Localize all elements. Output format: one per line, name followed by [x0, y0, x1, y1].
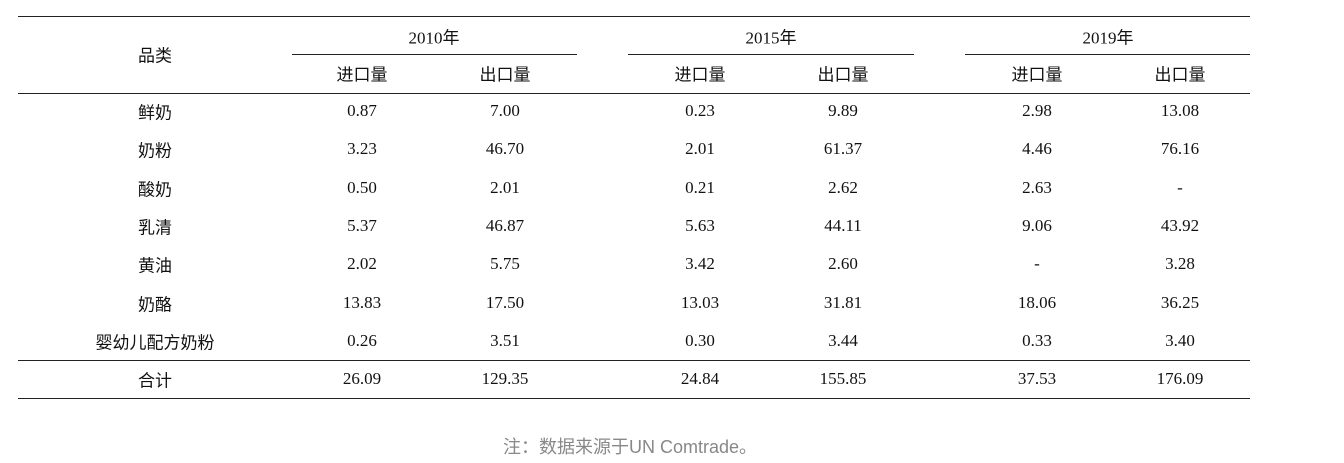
- year-rule: [965, 54, 1250, 55]
- row-label: 奶酪: [138, 295, 172, 314]
- cell: 9.06: [1022, 215, 1052, 235]
- cell: 76.16: [1160, 139, 1200, 159]
- cell: 13.08: [1160, 101, 1200, 120]
- total-cell: 37.53: [1017, 369, 1057, 388]
- header-sub: 出口量: [1154, 65, 1206, 85]
- cell: 3.42: [685, 254, 715, 274]
- total-cell: 26.09: [342, 369, 382, 388]
- year-rule: [292, 54, 577, 55]
- cell: 0.50: [347, 177, 377, 197]
- header-sub: 进口量: [336, 65, 388, 85]
- header-sub: 进口量: [1011, 65, 1063, 85]
- header-rule: [18, 93, 1250, 94]
- year-rule: [628, 54, 914, 55]
- note: 注：数据来源于UN Comtrade。: [502, 437, 758, 457]
- cell: 3.28: [1165, 254, 1195, 274]
- cell: 44.11: [824, 215, 862, 235]
- cell: 0.33: [1022, 330, 1052, 350]
- cell: 2.62: [828, 177, 858, 197]
- total-cell: 129.35: [481, 369, 529, 388]
- cell: 36.25: [1160, 292, 1200, 312]
- cell: 43.92: [1160, 215, 1200, 235]
- header-year: 2010年: [408, 28, 460, 48]
- cell: 31.81: [823, 292, 863, 312]
- cell: -: [1034, 254, 1040, 274]
- cell: 0.23: [685, 101, 715, 120]
- cell: 0.26: [347, 330, 377, 350]
- row-label: 黄油: [138, 256, 172, 276]
- cell: 2.01: [490, 177, 520, 197]
- total-cell: 176.09: [1156, 369, 1204, 388]
- bottom-rule: [18, 398, 1250, 399]
- row-label: 酸奶: [138, 180, 172, 200]
- cell: 3.40: [1165, 330, 1195, 350]
- row-label: 乳清: [138, 218, 172, 238]
- cell: 3.51: [490, 330, 520, 350]
- cell: -: [1177, 177, 1183, 197]
- header-sub: 出口量: [817, 65, 869, 85]
- cell: 5.63: [685, 215, 715, 235]
- header-category: 品类: [138, 46, 172, 66]
- cell: 2.63: [1022, 177, 1052, 197]
- top-rule: [18, 16, 1250, 17]
- cell: 46.70: [485, 139, 525, 159]
- total-cell: 24.84: [680, 369, 720, 388]
- cell: 0.30: [685, 330, 715, 350]
- cell: 2.01: [685, 139, 715, 159]
- header-sub: 出口量: [479, 65, 531, 85]
- row-label: 奶粉: [138, 141, 172, 161]
- cell: 7.00: [490, 101, 520, 120]
- row-label: 鲜奶: [138, 103, 172, 123]
- total-cell: 155.85: [819, 369, 867, 388]
- header-year: 2015年: [745, 28, 797, 48]
- cell: 5.37: [347, 215, 377, 235]
- total-rule: [18, 360, 1250, 361]
- cell: 2.60: [828, 254, 858, 274]
- cell: 13.83: [342, 292, 382, 312]
- cell: 4.46: [1022, 139, 1052, 159]
- cell: 0.87: [347, 101, 377, 120]
- cell: 2.98: [1022, 101, 1052, 120]
- cell: 13.03: [680, 292, 720, 312]
- cell: 18.06: [1017, 292, 1057, 312]
- cell: 2.02: [347, 254, 377, 274]
- cell: 46.87: [485, 215, 525, 235]
- cell: 3.23: [347, 139, 377, 159]
- cell: 9.89: [828, 101, 858, 120]
- cell: 61.37: [823, 139, 863, 159]
- cell: 0.21: [685, 177, 715, 197]
- row-label: 婴幼儿配方奶粉: [95, 333, 215, 353]
- header-year: 2019年: [1082, 28, 1134, 48]
- cell: 17.50: [485, 292, 525, 312]
- cell: 3.44: [828, 330, 858, 350]
- cell: 5.75: [490, 254, 520, 274]
- header-sub: 进口量: [674, 65, 726, 85]
- total-label: 合计: [138, 371, 172, 391]
